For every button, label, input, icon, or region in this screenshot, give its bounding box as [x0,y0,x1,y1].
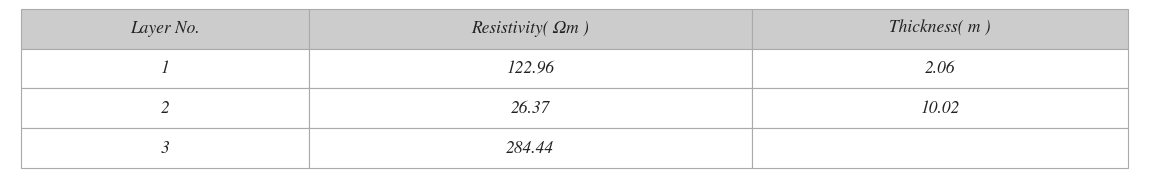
Text: 3: 3 [161,140,169,157]
Text: Layer No.: Layer No. [130,20,200,37]
Bar [21,128,309,168]
Bar [751,128,1128,168]
Bar [751,9,1128,49]
Bar [751,49,1128,88]
Bar [751,88,1128,128]
Text: 1: 1 [161,60,169,77]
Bar [21,49,309,88]
Bar [309,49,751,88]
Bar [21,88,309,128]
Bar [309,128,751,168]
Text: 284.44: 284.44 [506,140,554,157]
Bar [21,9,309,49]
Bar [309,9,751,49]
Text: Resistivity( Ωm ): Resistivity( Ωm ) [471,20,589,37]
Text: 26.37: 26.37 [510,100,550,117]
Bar [309,88,751,128]
Text: 122.96: 122.96 [506,60,554,77]
Text: 10.02: 10.02 [920,100,959,117]
Text: Thickness( m ): Thickness( m ) [889,20,990,37]
Text: 2: 2 [161,100,169,117]
Text: 2.06: 2.06 [925,60,955,77]
Text: ∞: ∞ [938,140,942,157]
